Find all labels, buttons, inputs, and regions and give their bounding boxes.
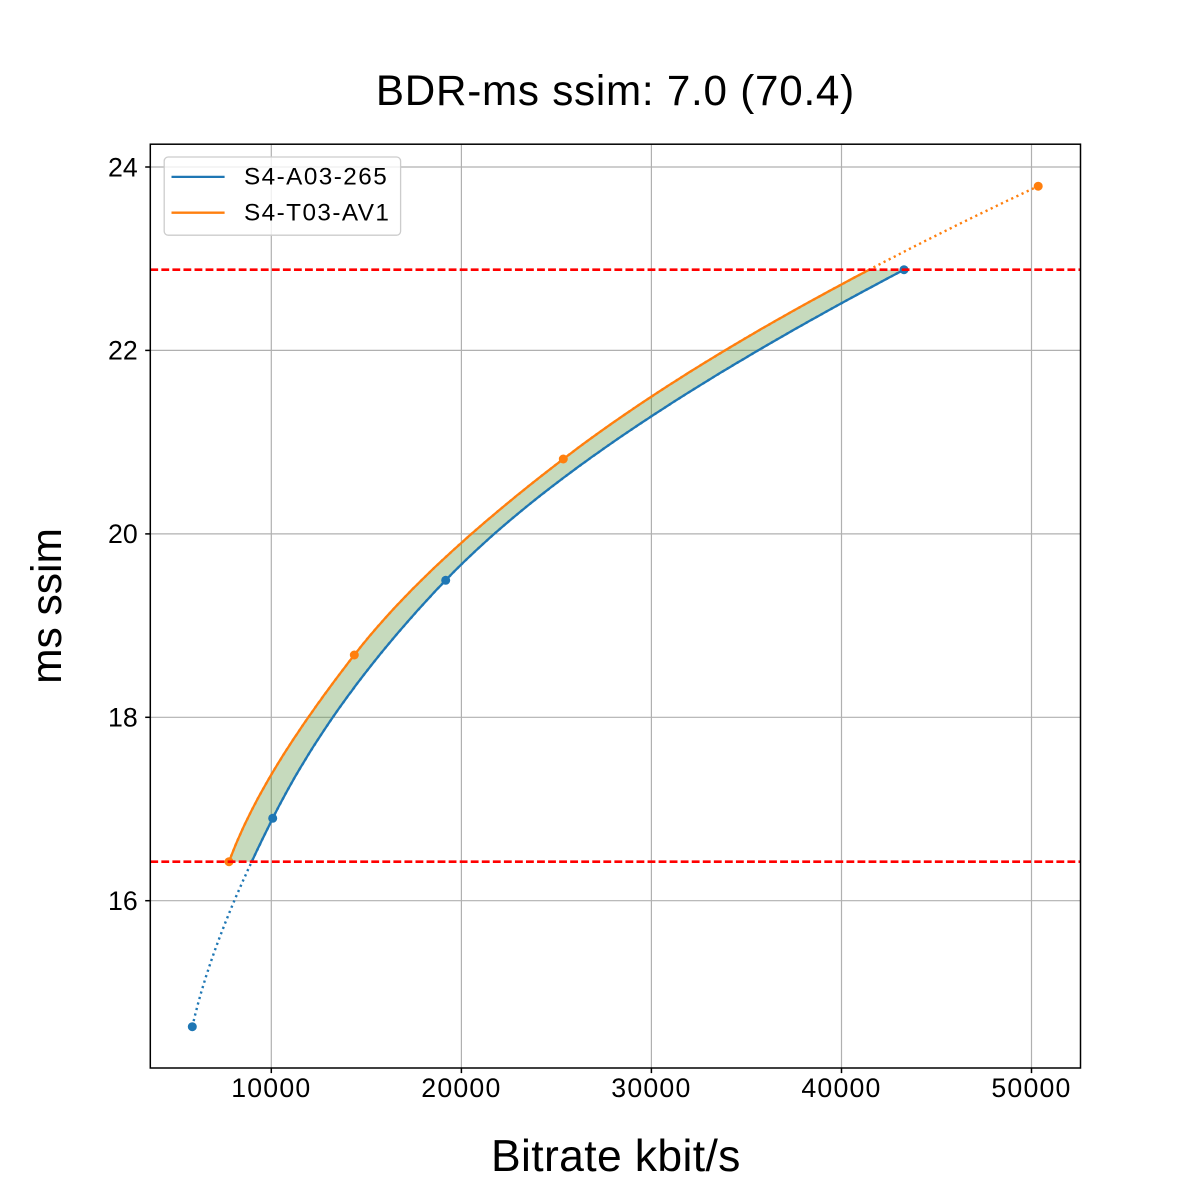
svg-text:18: 18: [108, 703, 138, 733]
svg-text:ms ssim: ms ssim: [24, 528, 71, 684]
svg-text:40000: 40000: [801, 1073, 881, 1103]
svg-text:20000: 20000: [421, 1073, 501, 1103]
svg-text:24: 24: [108, 152, 138, 182]
svg-text:30000: 30000: [611, 1073, 691, 1103]
svg-text:BDR-ms ssim: 7.0 (70.4): BDR-ms ssim: 7.0 (70.4): [376, 67, 855, 114]
svg-text:22: 22: [108, 336, 138, 366]
svg-text:50000: 50000: [991, 1073, 1071, 1103]
svg-text:S4-T03-AV1: S4-T03-AV1: [244, 200, 390, 227]
svg-text:Bitrate kbit/s: Bitrate kbit/s: [491, 1132, 741, 1181]
svg-text:20: 20: [108, 519, 138, 549]
svg-text:S4-A03-265: S4-A03-265: [244, 164, 388, 191]
svg-text:16: 16: [108, 886, 138, 916]
svg-text:10000: 10000: [231, 1073, 311, 1103]
